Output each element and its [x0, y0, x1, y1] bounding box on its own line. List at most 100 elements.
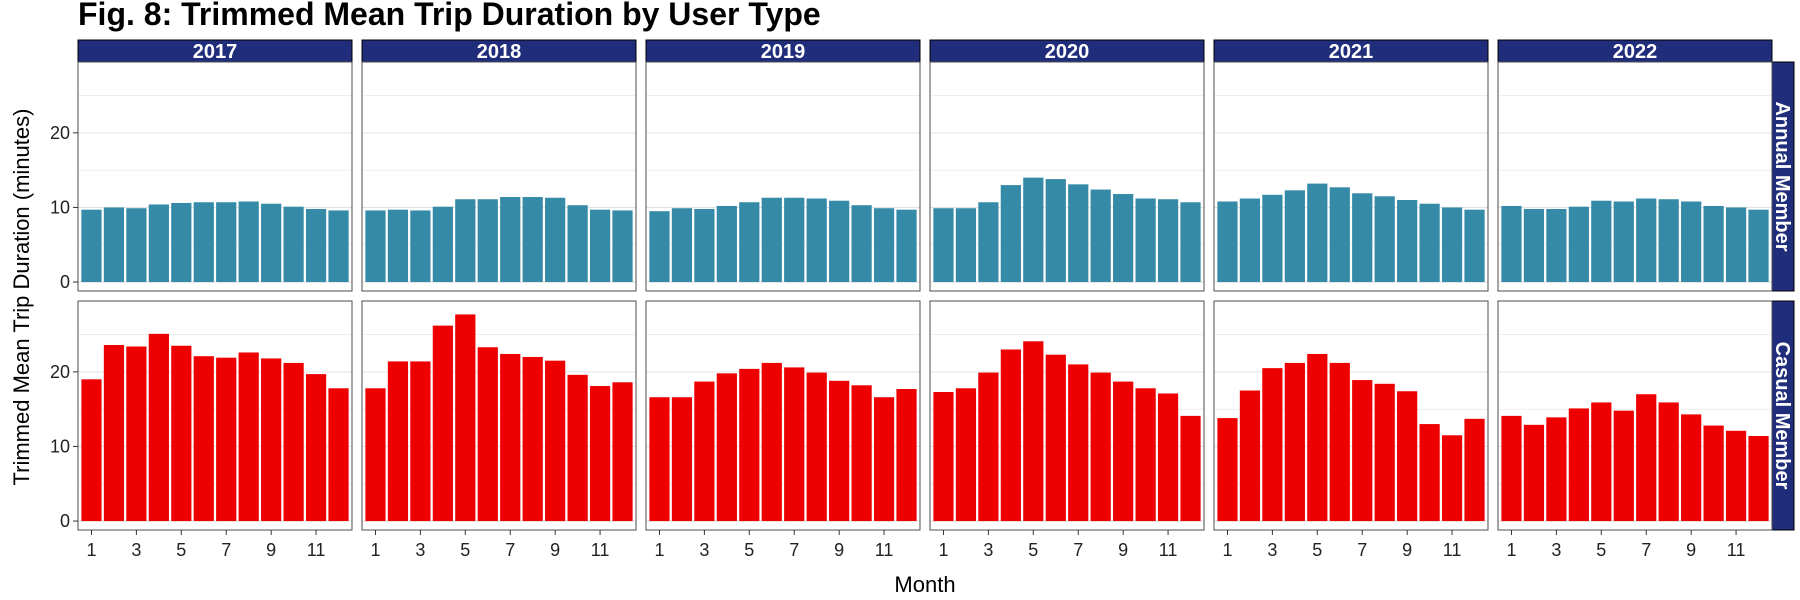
bar [261, 358, 282, 522]
x-tick-label: 3 [131, 540, 141, 560]
facet-strip-label-2021: 2021 [1329, 41, 1374, 63]
facet-strip-label-2019: 2019 [761, 41, 806, 63]
panel-annual-member-2018 [361, 61, 637, 292]
bar [103, 207, 125, 283]
bar [171, 345, 192, 522]
x-tick-label: 11 [1159, 540, 1178, 560]
panel-border [1213, 61, 1489, 292]
bar [455, 314, 476, 522]
bar [1135, 198, 1156, 283]
x-tick-label: 11 [875, 540, 894, 560]
bar [1546, 417, 1567, 522]
bar [365, 388, 386, 522]
bar [387, 361, 409, 522]
x-tick-label: 11 [307, 540, 326, 560]
panel-casual-member-2020 [929, 300, 1205, 531]
bar [1523, 424, 1545, 522]
bar [896, 389, 917, 522]
panel-casual-member-2022 [1497, 300, 1773, 531]
bar [1591, 402, 1612, 522]
bar [1217, 201, 1238, 283]
bar [283, 362, 304, 522]
bar [1419, 424, 1440, 522]
bar [567, 374, 588, 522]
bar [387, 209, 409, 283]
x-tick-label: 3 [983, 540, 993, 560]
x-tick-label: 5 [460, 540, 470, 560]
panel-border [361, 300, 637, 531]
x-axis-label: Month [894, 572, 955, 597]
bar [81, 379, 102, 522]
bar [761, 197, 782, 283]
x-tick-label: 1 [1506, 540, 1516, 560]
bar [148, 333, 169, 522]
bar [477, 199, 498, 283]
bar [955, 208, 977, 283]
bar [432, 206, 453, 283]
facet-strip-label-2018: 2018 [477, 41, 522, 63]
bar [761, 362, 782, 522]
y-tick-label: 20 [50, 123, 70, 143]
bar [193, 356, 214, 522]
x-tick-label: 5 [1028, 540, 1038, 560]
bar [1374, 383, 1395, 522]
bar [829, 200, 850, 283]
y-tick-label: 10 [50, 436, 70, 456]
bar [522, 356, 543, 522]
bar [305, 208, 327, 283]
bar [171, 202, 192, 283]
bar [1352, 380, 1373, 522]
bar [851, 385, 872, 522]
bar [126, 346, 147, 522]
x-tick-label: 7 [221, 540, 231, 560]
bar [1419, 203, 1440, 283]
y-tick-label: 0 [60, 272, 70, 292]
panel-border [645, 61, 921, 292]
bar [829, 380, 850, 522]
bar [1523, 208, 1545, 283]
x-tick-label: 9 [266, 540, 276, 560]
bar [500, 197, 521, 283]
bar [1748, 436, 1769, 522]
bar [978, 202, 999, 283]
bar [933, 392, 954, 522]
panel-annual-member-2017 [77, 61, 353, 292]
bar [545, 197, 566, 283]
bar [1658, 402, 1679, 522]
x-tick-label: 5 [1312, 540, 1322, 560]
bar [1090, 372, 1111, 522]
bar [410, 361, 431, 522]
bar [1613, 410, 1634, 522]
bar [649, 397, 670, 522]
panel-border [929, 300, 1205, 531]
bar [1636, 198, 1657, 283]
bar [716, 205, 737, 283]
bar [694, 208, 715, 283]
bar [716, 373, 737, 522]
bar [1681, 414, 1702, 522]
bar [589, 386, 611, 522]
bar [1636, 394, 1657, 522]
bar [455, 199, 476, 283]
x-tick-label: 1 [1222, 540, 1232, 560]
bar [365, 210, 386, 283]
bar [1568, 206, 1589, 283]
bar [784, 197, 805, 283]
x-tick-label: 11 [1443, 540, 1462, 560]
bar [1000, 185, 1021, 283]
bar [1045, 179, 1066, 283]
panel-casual-member-2021 [1213, 300, 1489, 531]
bar [739, 368, 760, 522]
bar [1262, 194, 1283, 283]
bar [1068, 184, 1089, 283]
facet-strip-label-2017: 2017 [193, 41, 238, 63]
bar [545, 360, 566, 522]
x-tick-label: 11 [1727, 540, 1746, 560]
y-tick-label: 20 [50, 362, 70, 382]
bar [1113, 194, 1134, 283]
bar [784, 367, 805, 522]
x-tick-label: 3 [1267, 540, 1277, 560]
panel-border [1497, 300, 1773, 531]
